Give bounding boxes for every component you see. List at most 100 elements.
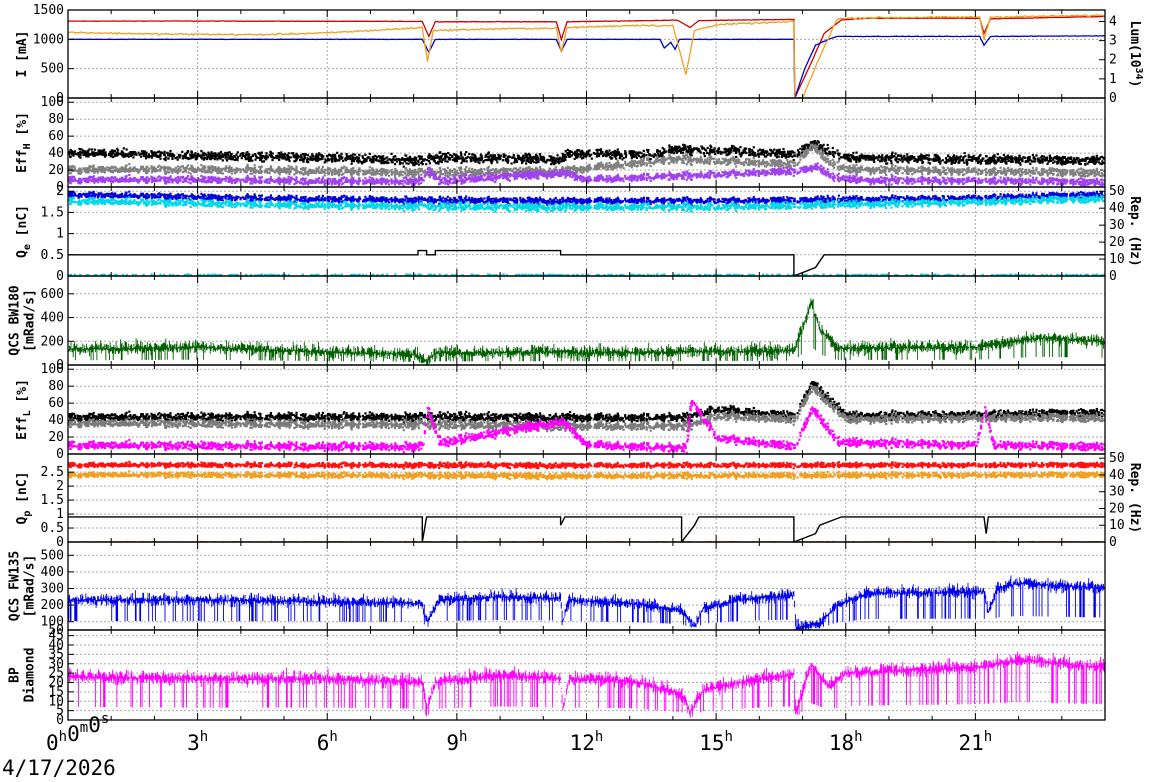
y-tick-label: 0: [56, 358, 64, 373]
series-group: [68, 381, 1105, 454]
y-tick-label: 300: [41, 581, 64, 596]
y2-tick-label: 30: [1109, 485, 1125, 500]
series-6-2: [68, 470, 1105, 481]
series-6-3: [73, 540, 1105, 542]
y-axis-label: EffH [%]: [15, 112, 33, 173]
y-tick-label: 0: [56, 269, 64, 284]
y2-tick-label: 0: [1109, 535, 1117, 550]
y-axis-label: QCS FW135: [8, 551, 23, 621]
y-axis-label: I [mA]: [15, 31, 30, 78]
y2-tick-label: 2: [1109, 53, 1117, 68]
y2-tick-label: 1: [1109, 72, 1117, 87]
y-tick-label: 100: [41, 615, 64, 630]
y2-axis-label: Rep. (Hz): [1127, 463, 1142, 533]
y-tick-label: 100: [41, 362, 64, 377]
y-tick-label: 100: [41, 95, 64, 110]
y-tick-label: 50: [48, 623, 64, 638]
y-axis-label: [mRad/s]: [23, 555, 38, 618]
y-tick-label: 40: [48, 413, 64, 428]
series-5-2: [68, 385, 1105, 433]
y2-tick-label: 0: [1109, 91, 1117, 106]
panel-4: 0 200 400 600 QCS BW180 [mRad/s]: [8, 275, 1106, 373]
y-tick-label: 200: [41, 334, 64, 349]
y-tick-label: 20: [48, 163, 64, 178]
series-5-1: [68, 381, 1105, 424]
y-tick-label: 40: [48, 146, 64, 161]
y-tick-label: 500: [41, 62, 64, 77]
series-group: [68, 298, 1105, 365]
x-tick-label: 3h: [187, 729, 208, 755]
y2-axis-label: Lum(1034): [1127, 21, 1144, 88]
y-tick-label: 15: [48, 685, 64, 700]
x-tick-label: 12h: [570, 729, 604, 755]
y-tick-label: 80: [48, 112, 64, 127]
y2-tick-label: 10: [1109, 518, 1125, 533]
y-axis-label: Qe [nC]: [15, 205, 33, 258]
y-tick-label: 1500: [33, 3, 64, 18]
series-3-2: [68, 194, 1105, 213]
y-tick-label: 1000: [33, 32, 64, 47]
series-group: [68, 13, 1105, 98]
y2-tick-label: 0: [1109, 269, 1117, 284]
y-axis-label: BP: [8, 667, 23, 683]
y-tick-label: 1: [56, 507, 64, 522]
series-4-1: [68, 298, 1105, 365]
x-tick-label: 6h: [317, 729, 338, 755]
y-tick-label: 20: [48, 430, 64, 445]
y2-tick-label: 3: [1109, 34, 1117, 49]
y-axis-label: Qp [nC]: [15, 472, 33, 525]
y2-tick-label: 40: [1109, 201, 1125, 216]
series-group: [68, 190, 1105, 276]
y-axis-label: Diamond: [23, 648, 38, 703]
y-tick-label: 1.5: [41, 205, 64, 220]
date-label: 4/17/2026: [2, 756, 116, 780]
y-tick-label: 500: [41, 548, 64, 563]
y-tick-label: 600: [41, 287, 64, 302]
y2-tick-label: 50: [1109, 184, 1125, 199]
series-2-1: [68, 140, 1105, 168]
y2-tick-label: 30: [1109, 218, 1125, 233]
y-tick-label: 1.5: [41, 493, 64, 508]
series-5-3: [68, 400, 1105, 454]
series-group: [68, 140, 1105, 187]
series-7-1: [68, 575, 1105, 630]
y2-tick-label: 50: [1109, 451, 1125, 466]
y-tick-label: 2.5: [41, 465, 64, 480]
series-6-4: [68, 516, 1105, 542]
series-1-2: [68, 35, 1105, 98]
series-group: [68, 460, 1105, 542]
y-tick-label: 40: [48, 638, 64, 653]
y-tick-label: 0.5: [41, 248, 64, 263]
x-tick-label: 15h: [699, 729, 733, 755]
y-tick-label: 20: [48, 676, 64, 691]
panel-2: 0 20 40 60 80 100 EffH [%]: [15, 95, 1106, 195]
y-tick-label: 80: [48, 379, 64, 394]
y-tick-label: 200: [41, 598, 64, 613]
series-group: [68, 651, 1105, 718]
panel-5: 0 20 40 60 80 100 EffL [%]: [15, 362, 1106, 462]
y-tick-label: 30: [48, 657, 64, 672]
y-tick-label: 0: [56, 713, 64, 728]
x-tick-label: 21h: [959, 729, 993, 755]
y-tick-label: 400: [41, 565, 64, 580]
y-tick-label: 35: [48, 647, 64, 662]
y2-tick-label: 4: [1109, 14, 1117, 29]
x-tick-label: 9h: [446, 729, 467, 755]
y-tick-label: 5: [56, 704, 64, 719]
y-axis-label: EffL [%]: [15, 379, 33, 440]
series-1-3: [68, 13, 1105, 98]
series-2-2: [68, 143, 1105, 180]
x-tick-label: 18h: [829, 729, 863, 755]
y-tick-label: 2: [56, 184, 64, 199]
y-tick-label: 0: [56, 447, 64, 462]
y-tick-label: 0: [56, 180, 64, 195]
y-tick-label: 60: [48, 396, 64, 411]
y-tick-label: 2: [56, 479, 64, 494]
y-tick-label: 400: [41, 311, 64, 326]
